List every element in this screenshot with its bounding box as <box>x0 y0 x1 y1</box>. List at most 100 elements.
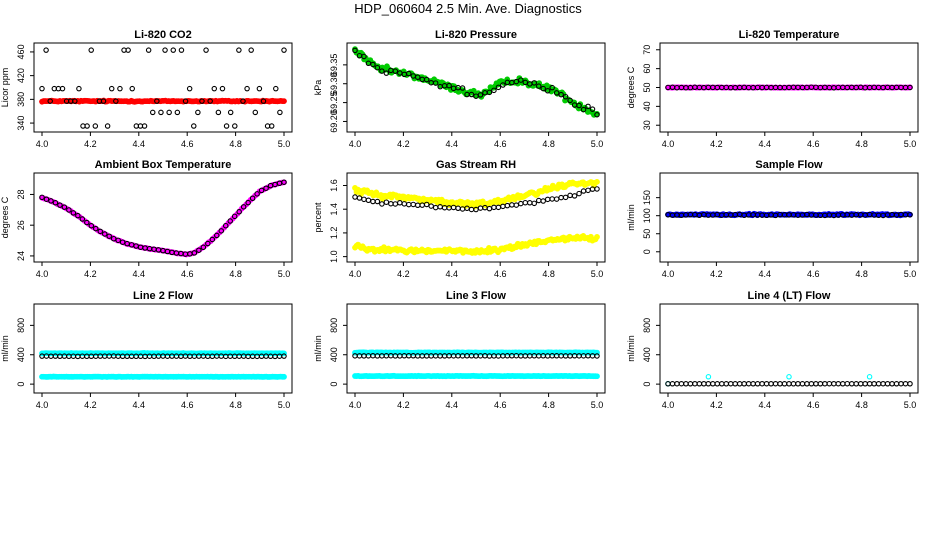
data-point <box>158 109 164 116</box>
data-point <box>145 47 152 53</box>
data-point <box>281 98 287 105</box>
data-point <box>162 47 168 53</box>
data-point <box>254 191 260 197</box>
y-axis-label: Licor ppm <box>0 68 10 108</box>
data-point <box>170 47 177 53</box>
x-tick-label: 4.2 <box>397 269 410 279</box>
data-point <box>585 187 591 194</box>
data-point <box>196 247 202 253</box>
data-point <box>513 202 520 208</box>
data-point <box>907 84 913 91</box>
data-point <box>370 198 376 205</box>
x-tick-label: 4.8 <box>542 400 555 410</box>
data-point <box>258 187 265 194</box>
data-point <box>705 374 712 380</box>
data-point <box>459 85 466 91</box>
x-tick-label: 4.0 <box>36 400 49 410</box>
y-axis-label: degrees C <box>626 66 636 108</box>
x-tick-label: 4.0 <box>349 269 362 279</box>
data-point <box>222 222 229 229</box>
data-point <box>754 381 761 387</box>
data-point <box>428 203 434 209</box>
y-tick-label: 400 <box>642 347 652 362</box>
data-point <box>719 381 725 387</box>
data-point <box>273 85 279 92</box>
data-point <box>817 381 824 387</box>
data-point <box>79 216 86 222</box>
y-tick-label: 0 <box>329 382 339 387</box>
x-tick-label: 4.4 <box>133 269 146 279</box>
chart-panel-3: Li-820 Temperature degrees C 4.0 4.2 4.4 4.6 4… <box>626 29 919 149</box>
data-point <box>252 109 259 116</box>
x-tick-label: 5.0 <box>591 400 604 410</box>
data-point <box>281 353 287 359</box>
data-point <box>866 380 873 387</box>
data-point <box>594 353 600 359</box>
data-point <box>281 47 287 53</box>
data-point <box>714 381 721 387</box>
series-1 <box>39 179 287 258</box>
data-point <box>59 85 66 92</box>
x-tick-label: 4.6 <box>181 400 194 410</box>
data-point <box>518 200 524 207</box>
data-point <box>88 47 94 53</box>
x-tick-label: 4.4 <box>133 139 146 149</box>
x-tick-label: 4.4 <box>446 269 459 279</box>
x-tick-label: 4.2 <box>84 139 97 149</box>
data-point <box>277 109 283 116</box>
data-point <box>392 201 399 207</box>
y-tick-label: 100 <box>642 208 652 223</box>
data-point <box>786 374 792 380</box>
series-1 <box>352 46 600 118</box>
data-point <box>687 381 694 387</box>
data-point <box>741 381 747 387</box>
data-point <box>822 380 828 387</box>
data-point <box>571 193 578 199</box>
data-point <box>696 381 703 387</box>
data-point <box>848 381 855 387</box>
x-tick-label: 4.8 <box>229 400 242 410</box>
data-point <box>174 109 181 116</box>
x-tick-label: 4.2 <box>84 269 97 279</box>
chart-panel-8: Line 3 Flow ml/min 4.0 4.2 4.4 4.6 4.8 5.0 0 400 8… <box>313 290 606 410</box>
x-tick-label: 4.0 <box>349 139 362 149</box>
data-point <box>379 201 385 207</box>
data-point <box>207 98 213 104</box>
data-point <box>361 196 367 203</box>
data-point <box>218 228 225 234</box>
data-point <box>732 381 738 387</box>
chart-title: Li-820 CO2 <box>134 29 191 41</box>
y-tick-label: 28 <box>16 189 26 199</box>
data-point <box>495 204 502 211</box>
data-point <box>223 123 230 129</box>
chart-panel-4: Ambient Box Temperature degrees C 4.0 4.2 4.… <box>0 159 293 279</box>
data-point <box>401 201 408 207</box>
data-point <box>388 200 394 207</box>
data-point <box>106 233 112 239</box>
data-point <box>535 83 542 89</box>
data-point <box>486 89 493 96</box>
data-point <box>594 178 600 185</box>
chart-panel-2: Li-820 Pressure kPa 4.0 4.2 4.4 4.6 4.8 5.0 69.2… <box>313 29 606 149</box>
data-point <box>518 77 524 83</box>
data-point <box>745 380 752 387</box>
data-point <box>39 194 45 201</box>
x-tick-label: 4.4 <box>759 400 772 410</box>
data-point <box>455 205 461 212</box>
data-point <box>406 201 412 208</box>
y-tick-label: 460 <box>16 44 26 59</box>
data-point <box>166 109 172 116</box>
data-point <box>491 204 497 211</box>
data-point <box>256 85 263 92</box>
x-tick-label: 4.0 <box>36 269 49 279</box>
data-point <box>594 111 600 118</box>
y-tick-label: 69.20 <box>329 110 339 133</box>
x-tick-label: 5.0 <box>278 139 291 149</box>
x-tick-label: 4.8 <box>229 139 242 149</box>
data-point <box>370 61 376 68</box>
y-tick-label: 69.35 <box>329 54 339 77</box>
y-tick-label: 1.4 <box>329 203 339 216</box>
y-tick-label: 70 <box>642 45 652 55</box>
chart-panel-7: Line 2 Flow ml/min 4.0 4.2 4.4 4.6 4.8 5.0 0 400 8… <box>0 290 293 410</box>
data-point <box>423 76 430 83</box>
